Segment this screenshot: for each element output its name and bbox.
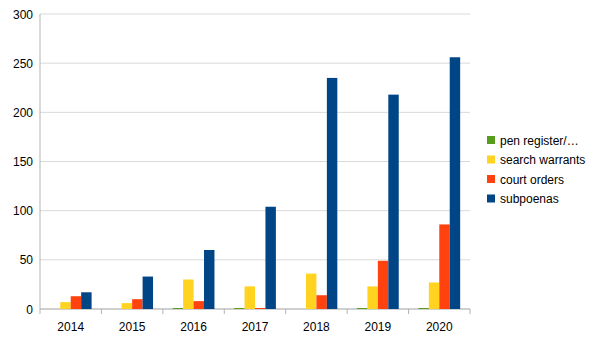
legend-label: pen register/…: [500, 134, 579, 148]
bar: [296, 309, 306, 310]
bar: [439, 224, 449, 309]
bar: [60, 302, 70, 309]
x-tick-label: 2016: [180, 320, 207, 334]
bar: [183, 280, 193, 310]
chart: 0 50 100 150 200 250 300 2014 2015 2016 2017 2018 20…: [0, 0, 604, 340]
x-tick: [162, 309, 163, 314]
bar: [111, 309, 121, 310]
bar: [418, 308, 428, 309]
y-tick-label: 300: [13, 8, 33, 22]
y-tick-label: 100: [13, 204, 33, 218]
grid-line: [40, 112, 470, 113]
bar: [306, 274, 316, 309]
bar: [81, 292, 91, 309]
legend-swatch: [487, 136, 495, 144]
legend-label: court orders: [500, 173, 564, 187]
bar: [316, 295, 326, 309]
legend-swatch: [487, 156, 495, 164]
bar: [234, 308, 244, 309]
bar: [367, 286, 377, 309]
x-tick: [347, 309, 348, 314]
x-tick-label: 2020: [426, 320, 453, 334]
x-tick: [470, 309, 471, 314]
x-tick: [40, 309, 41, 314]
y-tick-label: 150: [13, 155, 33, 169]
bar: [265, 207, 275, 309]
x-tick: [408, 309, 409, 314]
y-axis: [40, 14, 41, 309]
bar: [132, 299, 142, 309]
bar: [245, 286, 255, 309]
x-tick-label: 2017: [242, 320, 269, 334]
grid-line: [40, 210, 470, 211]
bar: [327, 78, 337, 309]
grid-line: [40, 161, 470, 162]
x-tick: [224, 309, 225, 314]
x-tick-label: 2015: [119, 320, 146, 334]
grid-line: [40, 309, 470, 310]
x-tick-label: 2018: [303, 320, 330, 334]
bar: [450, 57, 460, 309]
bar: [388, 95, 398, 309]
grid-line: [40, 259, 470, 260]
x-tick-label: 2019: [365, 320, 392, 334]
bar: [50, 309, 60, 310]
x-tick: [285, 309, 286, 314]
bar: [173, 308, 183, 309]
bar: [71, 296, 81, 309]
legend-label: subpoenas: [500, 192, 559, 206]
y-tick-label: 50: [20, 253, 34, 267]
bar: [143, 277, 153, 309]
legend-label: search warrants: [500, 153, 585, 167]
grid-line: [40, 14, 470, 15]
bar: [429, 282, 439, 309]
bar: [122, 303, 132, 309]
x-tick-label: 2014: [57, 320, 84, 334]
bar: [255, 308, 265, 309]
x-tick: [101, 309, 102, 314]
bar: [204, 250, 214, 309]
legend-swatch: [487, 175, 495, 183]
bar: [378, 261, 388, 309]
y-tick-label: 200: [13, 106, 33, 120]
x-axis: [40, 309, 470, 310]
bar: [357, 308, 367, 309]
bars: [60, 57, 460, 309]
y-tick-label: 250: [13, 57, 33, 71]
y-tick-label: 0: [26, 303, 33, 317]
bar: [194, 301, 204, 309]
legend-swatch: [487, 195, 495, 203]
grid-line: [40, 63, 470, 64]
